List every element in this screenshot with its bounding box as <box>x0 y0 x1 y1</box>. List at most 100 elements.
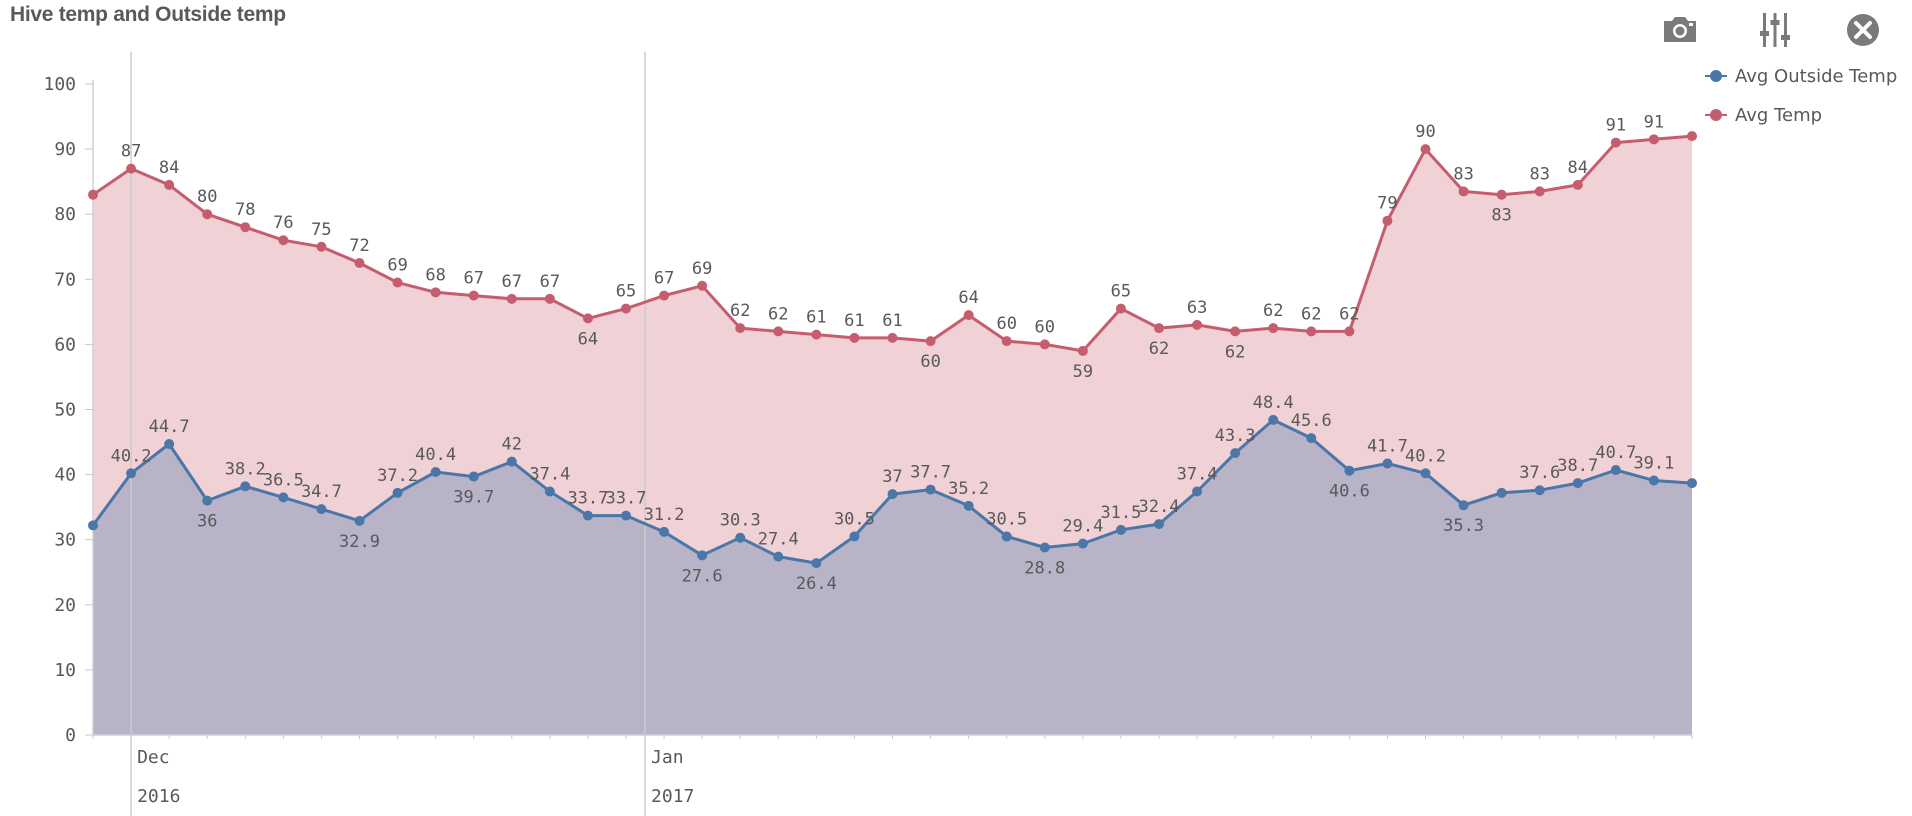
data-label-avg-outside-temp: 36 <box>197 512 217 532</box>
y-tick-label: 60 <box>54 334 76 355</box>
data-label-avg-temp: 68 <box>425 265 445 285</box>
legend-item-hive[interactable]: Avg Temp <box>1705 101 1897 129</box>
data-label-avg-temp: 79 <box>1377 194 1397 214</box>
data-label-avg-temp: 76 <box>273 213 293 233</box>
point-avg-outside-temp <box>1268 414 1279 425</box>
point-avg-temp <box>1230 326 1241 337</box>
data-label-avg-outside-temp: 48.4 <box>1253 393 1294 413</box>
sliders-icon[interactable] <box>1755 10 1795 50</box>
y-tick-label: 90 <box>54 139 76 160</box>
data-label-avg-temp: 64 <box>578 329 598 349</box>
data-label-avg-temp: 83 <box>1529 164 1549 184</box>
point-avg-outside-temp <box>849 531 860 542</box>
data-label-avg-outside-temp: 40.4 <box>415 445 456 465</box>
point-avg-outside-temp <box>1572 478 1583 489</box>
data-label-avg-temp: 60 <box>920 352 940 372</box>
point-avg-outside-temp <box>1458 500 1469 511</box>
data-label-avg-outside-temp: 38.7 <box>1557 456 1598 476</box>
area-layer <box>93 136 1692 736</box>
point-avg-temp <box>240 222 251 233</box>
data-label-avg-outside-temp: 39.7 <box>453 488 494 508</box>
data-label-avg-temp: 91 <box>1606 116 1626 136</box>
point-avg-outside-temp <box>582 510 593 521</box>
data-label-avg-temp: 87 <box>121 142 141 162</box>
data-label-avg-outside-temp: 30.3 <box>720 511 761 531</box>
point-avg-temp <box>1687 131 1697 142</box>
point-avg-temp <box>697 280 708 291</box>
data-label-avg-outside-temp: 37.4 <box>1177 465 1218 485</box>
data-label-avg-outside-temp: 31.5 <box>1100 503 1141 523</box>
data-label-avg-outside-temp: 43.3 <box>1215 426 1256 446</box>
point-avg-outside-temp <box>202 495 213 506</box>
data-label-avg-temp: 91 <box>1644 112 1664 132</box>
camera-icon[interactable] <box>1660 10 1700 50</box>
point-avg-outside-temp <box>544 486 555 497</box>
point-avg-outside-temp <box>1001 531 1012 542</box>
point-avg-outside-temp <box>392 487 403 498</box>
data-label-avg-outside-temp: 36.5 <box>263 470 304 490</box>
point-avg-outside-temp <box>1192 486 1203 497</box>
data-label-avg-outside-temp: 39.1 <box>1633 453 1674 473</box>
y-tick-label: 50 <box>54 400 76 421</box>
data-label-avg-temp: 60 <box>996 314 1016 334</box>
point-avg-temp <box>1420 144 1431 155</box>
point-avg-outside-temp <box>1382 458 1393 469</box>
y-tick-label: 100 <box>43 74 76 95</box>
point-avg-outside-temp <box>316 504 327 515</box>
data-label-avg-temp: 59 <box>1073 362 1093 382</box>
data-label-avg-outside-temp: 37.4 <box>529 465 570 485</box>
data-label-avg-temp: 90 <box>1415 122 1435 142</box>
point-avg-outside-temp <box>811 558 822 569</box>
point-avg-outside-temp <box>1154 519 1164 530</box>
data-label-avg-outside-temp: 28.8 <box>1024 559 1065 579</box>
point-avg-temp <box>316 241 327 252</box>
point-avg-outside-temp <box>621 510 631 521</box>
point-avg-temp <box>1382 215 1393 226</box>
data-label-avg-outside-temp: 31.2 <box>644 505 685 525</box>
point-avg-temp <box>506 293 517 304</box>
data-label-avg-outside-temp: 33.7 <box>606 489 647 509</box>
legend-marker-icon <box>1705 69 1727 83</box>
point-avg-outside-temp <box>1077 538 1088 549</box>
point-avg-temp <box>849 332 860 343</box>
data-label-avg-outside-temp: 30.5 <box>986 509 1027 529</box>
data-label-avg-temp: 83 <box>1453 164 1473 184</box>
data-label-avg-outside-temp: 27.6 <box>682 566 723 586</box>
data-label-avg-temp: 62 <box>1263 301 1283 321</box>
point-avg-temp <box>659 290 670 301</box>
data-label-avg-temp: 67 <box>502 272 522 292</box>
data-label-avg-temp: 63 <box>1187 298 1207 318</box>
chart-title: Hive temp and Outside temp <box>10 3 286 26</box>
point-avg-temp <box>1648 134 1659 145</box>
data-label-avg-temp: 65 <box>1111 282 1131 302</box>
point-avg-outside-temp <box>126 468 137 479</box>
data-label-avg-temp: 80 <box>197 187 217 207</box>
data-label-avg-outside-temp: 40.2 <box>1405 446 1446 466</box>
point-avg-temp <box>544 293 555 304</box>
data-label-avg-outside-temp: 35.2 <box>948 479 989 499</box>
close-circle-icon[interactable] <box>1843 10 1883 50</box>
point-avg-temp <box>1268 323 1279 334</box>
data-label-avg-outside-temp: 44.7 <box>149 417 190 437</box>
point-avg-temp <box>278 235 289 246</box>
data-label-avg-outside-temp: 26.4 <box>796 574 837 594</box>
point-avg-temp <box>126 163 137 174</box>
point-avg-temp <box>735 323 746 334</box>
data-label-avg-outside-temp: 37 <box>882 467 902 487</box>
data-label-avg-outside-temp: 37.6 <box>1519 463 1560 483</box>
point-avg-temp <box>1496 189 1507 200</box>
point-avg-temp <box>1610 137 1621 148</box>
data-label-avg-outside-temp: 40.6 <box>1329 482 1370 502</box>
point-avg-temp <box>582 313 593 324</box>
data-label-avg-temp: 62 <box>768 304 788 324</box>
point-avg-temp <box>963 310 974 321</box>
point-avg-temp <box>1306 326 1317 337</box>
data-label-avg-temp: 60 <box>1035 317 1055 337</box>
data-label-avg-outside-temp: 30.5 <box>834 509 875 529</box>
area-avg-outside-temp <box>93 419 1692 735</box>
legend-item-outside[interactable]: Avg Outside Temp <box>1705 62 1897 90</box>
data-label-avg-temp: 62 <box>1225 342 1245 362</box>
point-avg-outside-temp <box>1230 448 1241 459</box>
point-avg-outside-temp <box>430 466 441 477</box>
